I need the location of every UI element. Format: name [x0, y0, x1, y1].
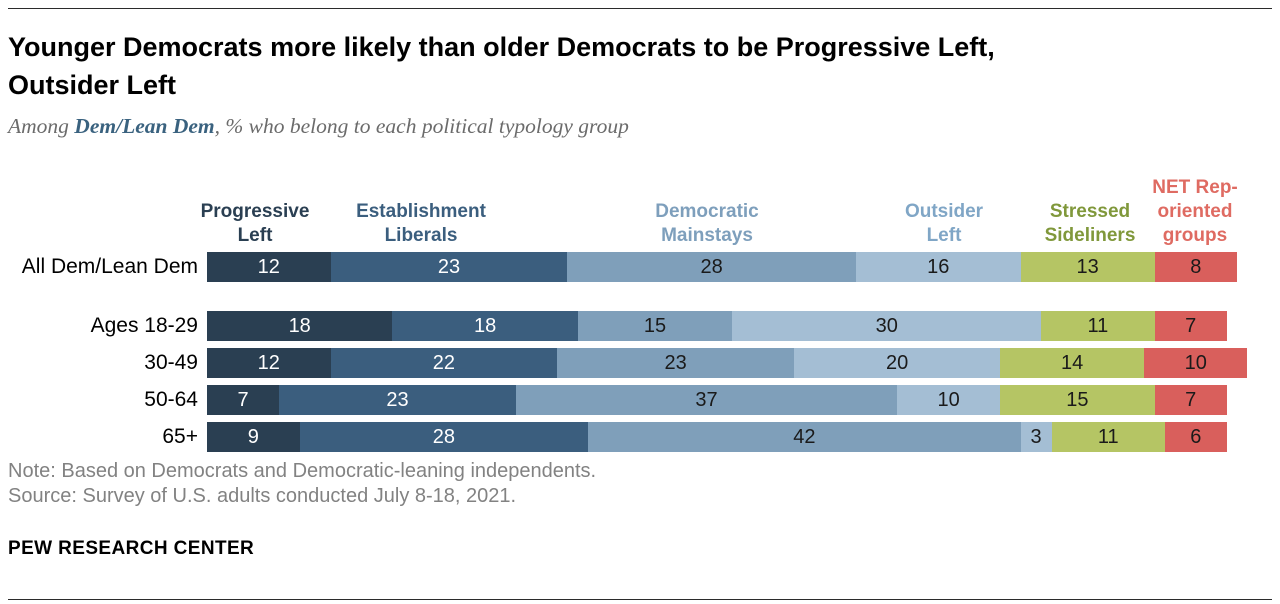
column-headers: Progressive Left Establishment Liberals …: [0, 168, 1280, 248]
bar-segment: 42: [588, 422, 1021, 452]
bar-row-30-49: 30-49 12 22 23 20 14 10: [0, 348, 1280, 378]
bar-row-ages-18-29: Ages 18-29 18 18 15 30 11 7: [0, 311, 1280, 341]
bar-segment: 28: [567, 252, 856, 282]
note-block: Note: Based on Democrats and Democratic-…: [8, 459, 596, 508]
column-header-progressive-left: Progressive Left: [200, 201, 310, 246]
bar-segment: 9: [207, 422, 300, 452]
column-header-establishment-liberals: Establishment Liberals: [356, 201, 486, 246]
column-header-stressed-sideliners: Stressed Sideliners: [1044, 201, 1136, 246]
bar-segment: 23: [330, 252, 568, 282]
column-header-net-rep-oriented: NET Rep-oriented groups: [1152, 177, 1238, 246]
row-label: 50-64: [144, 388, 198, 411]
subtitle-highlight: Dem/Lean Dem: [74, 114, 215, 138]
bar-segment: 37: [515, 385, 898, 415]
bar-segment: 11: [1051, 422, 1165, 452]
bar-segment: 23: [557, 348, 795, 378]
column-header-democratic-mainstays: Democratic Mainstays: [655, 201, 759, 246]
stacked-bar-chart: All Dem/Lean Dem 12 23 28 16 13 8 Ages 18-29 18 1…: [0, 252, 1280, 459]
bar-segment: 14: [1000, 348, 1145, 378]
bar-segment: 18: [392, 311, 578, 341]
bar-segment: 12: [207, 252, 331, 282]
source-text: Source: Survey of U.S. adults conducted …: [8, 484, 517, 507]
bar-segment: 10: [897, 385, 1001, 415]
row-label: Ages 18-29: [90, 314, 198, 337]
bar-segment: 23: [279, 385, 516, 415]
bar-segment: 7: [1154, 311, 1227, 341]
bar-segment: 20: [794, 348, 1001, 378]
bar-segment: 6: [1164, 422, 1227, 452]
bar-segment: 3: [1020, 422, 1052, 452]
page-title-line1: Younger Democrats more likely than older…: [8, 32, 995, 62]
top-rule: [8, 8, 1272, 9]
bar-segment: 10: [1144, 348, 1248, 378]
bar-segment: 30: [732, 311, 1042, 341]
bar-segment: 15: [577, 311, 733, 341]
bottom-rule: [8, 599, 1272, 600]
subtitle-prefix: Among: [8, 114, 75, 138]
pew-research-center-wordmark: PEW RESEARCH CENTER: [8, 538, 255, 559]
subtitle-suffix: , % who belong to each political typolog…: [214, 114, 629, 138]
row-label: 30-49: [144, 351, 198, 374]
bar-segment: 8: [1154, 252, 1237, 282]
column-header-outsider-left: Outsider Left: [904, 201, 984, 246]
bar-segment: 28: [299, 422, 589, 452]
page-title-line2: Outsider Left: [8, 70, 177, 100]
bar-segment: 11: [1041, 311, 1155, 341]
bar-segment: 12: [207, 348, 331, 378]
bar-segment: 7: [207, 385, 280, 415]
row-label: All Dem/Lean Dem: [21, 255, 198, 278]
bar-segment: 22: [330, 348, 558, 378]
bar-segment: 7: [1154, 385, 1227, 415]
bar-segment: 13: [1020, 252, 1155, 282]
chart-subtitle: Among Dem/Lean Dem, % who belong to each…: [8, 114, 629, 139]
bar-row-all-dem-lean-dem: All Dem/Lean Dem 12 23 28 16 13 8: [0, 252, 1280, 282]
bar-segment: 15: [1000, 385, 1155, 415]
bar-segment: 18: [207, 311, 393, 341]
bar-row-50-64: 50-64 7 23 37 10 15 7: [0, 385, 1280, 415]
row-label: 65+: [162, 425, 198, 448]
note-text: Note: Based on Democrats and Democratic-…: [8, 460, 597, 482]
page-title: Younger Democrats more likely than older…: [8, 28, 1208, 104]
bar-row-65: 65+ 9 28 42 3 11 6: [0, 422, 1280, 452]
bar-segment: 16: [855, 252, 1021, 282]
